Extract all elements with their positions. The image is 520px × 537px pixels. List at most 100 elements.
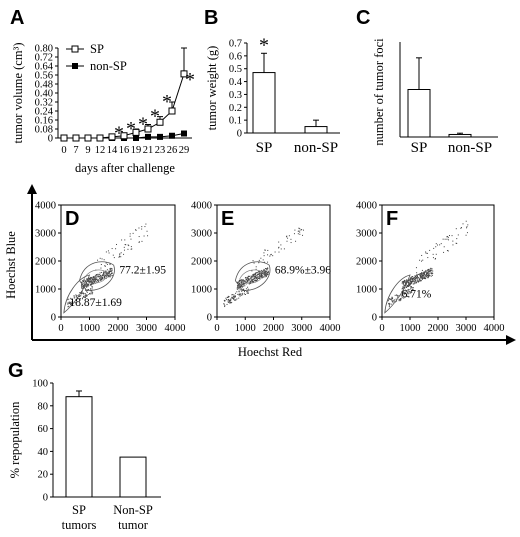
panel-a-significance-star: * [185, 69, 195, 91]
flow-event-dot [88, 283, 90, 285]
panel-g-ytick-label: 80 [38, 401, 49, 412]
flow-ytick-label: 3000 [356, 229, 377, 240]
flow-event-dot [92, 282, 94, 284]
flow-event-dot [83, 287, 85, 289]
flow-event-dot [228, 299, 230, 301]
legend-sp-label: SP [90, 42, 104, 56]
panel-a-ylabel: tumor volume (cm³) [11, 43, 25, 144]
flow-event-dot [418, 280, 420, 282]
series-sp-point [60, 134, 68, 142]
panel-b-ytick-label: 0.2 [229, 103, 242, 114]
flow-ytick-label: 0 [51, 313, 56, 324]
flow-event-dot [92, 286, 94, 288]
flow-event-dot [274, 251, 276, 253]
flow-event-dot [460, 227, 462, 229]
flow-event-dot [97, 259, 99, 261]
flow-event-dot [129, 233, 131, 235]
flow-event-dot [81, 293, 83, 295]
flow-event-dot [388, 298, 390, 300]
flow-event-dot [86, 278, 88, 280]
flow-event-dot [68, 298, 70, 300]
flow-event-dot [452, 240, 454, 242]
flow-ytick-label: 0 [372, 313, 377, 324]
flow-event-dot [91, 288, 93, 290]
flow-event-dot [446, 249, 448, 251]
flow-event-dot [237, 286, 239, 288]
flow-event-dot [223, 299, 225, 301]
flow-event-dot [76, 295, 78, 297]
flow-event-dot [408, 293, 410, 295]
flow-event-dot [460, 227, 462, 229]
flow-event-dot [248, 276, 250, 278]
flow-event-dot [132, 232, 134, 234]
panel-c-ylabel: number of tumor foci [372, 38, 386, 146]
flow-event-dot [238, 284, 240, 286]
flow-event-dot [299, 233, 301, 235]
flow-event-dot [246, 280, 248, 282]
flow-event-dot [447, 235, 449, 237]
flow-event-dot [144, 226, 146, 228]
flow-event-dot [244, 283, 246, 285]
flow-event-dot [230, 300, 232, 302]
flow-event-dot [255, 266, 257, 268]
flow-event-dot [242, 292, 244, 294]
flow-event-dot [256, 278, 258, 280]
flow-event-dot [91, 291, 93, 293]
flow-event-dot [243, 280, 245, 282]
flow-event-dot [447, 239, 449, 241]
flow-event-dot [440, 243, 442, 245]
flow-event-dot [255, 275, 257, 277]
flow-event-dot [406, 279, 408, 281]
flow-event-dot [93, 277, 95, 279]
flow-event-dot [105, 275, 107, 277]
flow-event-dot [420, 279, 422, 281]
flow-event-dot [426, 273, 428, 275]
flow-event-dot [421, 271, 423, 273]
flow-event-dot [69, 302, 71, 304]
flow-event-dot [110, 270, 112, 272]
flow-event-dot [387, 299, 389, 301]
flow-event-dot [432, 257, 434, 259]
flow-event-dot [401, 282, 403, 284]
flow-event-dot [407, 289, 409, 291]
flow-event-dot [108, 252, 110, 254]
flow-event-dot [407, 285, 409, 287]
flow-event-dot [92, 279, 94, 281]
flow-event-dot [88, 282, 90, 284]
flow-event-dot [84, 297, 86, 299]
flow-event-dot [241, 279, 243, 281]
flow-event-dot [406, 296, 408, 298]
flow-event-dot [98, 280, 100, 282]
flow-event-dot [99, 276, 101, 278]
panel-g-ytick-label: 0 [43, 493, 48, 504]
flow-event-dot [413, 277, 415, 279]
flow-event-dot [423, 273, 425, 275]
flow-event-dot [138, 236, 140, 238]
flow-event-dot [252, 276, 254, 278]
flow-event-dot [403, 280, 405, 282]
flow-event-dot [439, 244, 441, 246]
flow-event-dot [263, 272, 265, 274]
flow-event-dot [94, 280, 96, 282]
flow-event-dot [259, 278, 261, 280]
panel-b-ytick-label: 0.7 [229, 39, 242, 50]
flow-event-dot [265, 271, 267, 273]
flow-event-dot [67, 299, 69, 301]
panel-a-significance-star: * [150, 106, 160, 128]
flow-event-dot [251, 279, 253, 281]
flow-xtick-label: 2000 [428, 323, 449, 334]
flow-event-dot [410, 281, 412, 283]
flow-event-dot [419, 274, 421, 276]
flow-event-dot [428, 270, 430, 272]
flow-event-dot [130, 246, 132, 248]
flow-event-dot [96, 280, 98, 282]
flow-event-dot [80, 295, 82, 297]
flow-panel-f: 00 1000 1000 2000 2000 3000 3000 4000 4000 F 6.71% [356, 201, 505, 335]
flow-event-dot [239, 295, 241, 297]
flow-event-dot [247, 275, 249, 277]
flow-event-dot [234, 295, 236, 297]
flow-event-dot [411, 276, 413, 278]
flow-event-dot [413, 277, 415, 279]
flow-event-dot [406, 280, 408, 282]
flow-event-dot [270, 254, 272, 256]
